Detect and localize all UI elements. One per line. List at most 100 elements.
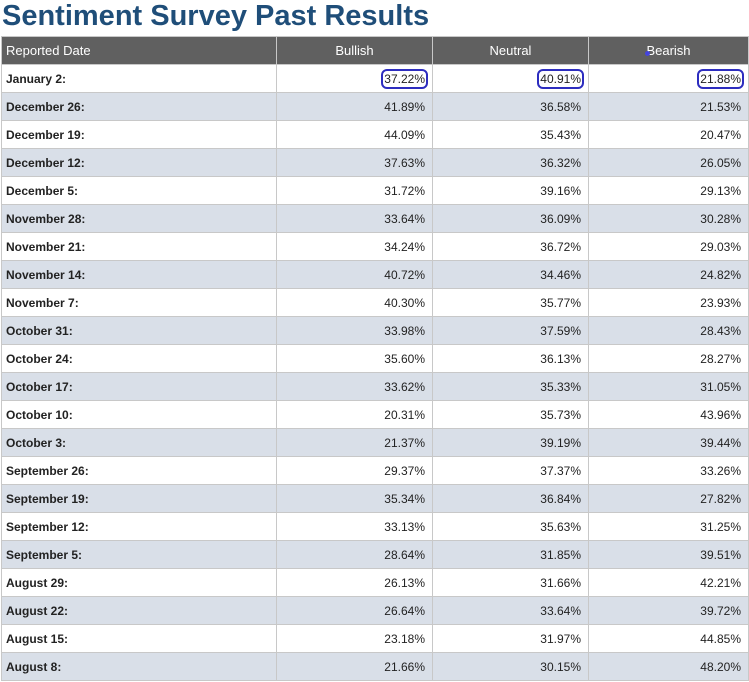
cell-bearish: 44.85% [588,624,749,653]
value-bearish: 29.03% [700,239,741,254]
sentiment-results-table: Reported Date Bullish Neutral Bearish Ja… [1,36,749,681]
value-bullish: 33.64% [384,211,425,226]
value-neutral: 33.64% [540,603,581,618]
table-row: September 12: 33.13% 35.63% 31.25% [1,512,749,541]
cell-bearish: 28.43% [588,316,749,345]
value-neutral: 35.33% [540,379,581,394]
row-reported-date: January 2: [1,64,277,93]
table-row: September 19: 35.34% 36.84% 27.82% [1,484,749,513]
cell-bearish: 42.21% [588,568,749,597]
cell-bearish: 30.28% [588,204,749,233]
row-reported-date: September 26: [1,456,277,485]
value-bearish: 44.85% [700,631,741,646]
table-row: October 31: 33.98% 37.59% 28.43% [1,316,749,345]
cell-neutral: 35.73% [432,400,589,429]
cell-neutral: 39.16% [432,176,589,205]
value-neutral: 36.32% [540,155,581,170]
row-reported-date: October 24: [1,344,277,373]
cell-bearish: 48.20% [588,652,749,681]
table-row: August 29: 26.13% 31.66% 42.21% [1,568,749,597]
value-bearish: 39.72% [700,603,741,618]
value-neutral: 31.85% [540,547,581,562]
value-bearish: 31.25% [700,519,741,534]
value-neutral: 40.91% [537,68,584,89]
value-bearish: 30.28% [700,211,741,226]
cell-neutral: 37.37% [432,456,589,485]
value-bullish: 35.34% [384,491,425,506]
value-bearish: 20.47% [700,127,741,142]
cell-neutral: 36.32% [432,148,589,177]
cell-neutral: 36.72% [432,232,589,261]
value-neutral: 39.19% [540,435,581,450]
cell-bullish: 40.30% [276,288,433,317]
row-reported-date: September 5: [1,540,277,569]
value-bullish: 34.24% [384,239,425,254]
row-reported-date: November 7: [1,288,277,317]
value-bearish: 31.05% [700,379,741,394]
value-neutral: 35.43% [540,127,581,142]
cell-bearish: 39.51% [588,540,749,569]
row-reported-date: October 3: [1,428,277,457]
value-bullish: 35.60% [384,351,425,366]
cell-bullish: 21.66% [276,652,433,681]
table-row: November 21: 34.24% 36.72% 29.03% [1,232,749,261]
cell-bullish: 40.72% [276,260,433,289]
value-bearish: 26.05% [700,155,741,170]
value-bullish: 28.64% [384,547,425,562]
value-neutral: 39.16% [540,183,581,198]
value-neutral: 31.97% [540,631,581,646]
value-bearish: 28.27% [700,351,741,366]
value-bullish: 23.18% [384,631,425,646]
column-header-bearish: Bearish [588,36,749,65]
table-row: August 15: 23.18% 31.97% 44.85% [1,624,749,653]
cell-bearish: 21.53% [588,92,749,121]
cell-neutral: 31.97% [432,624,589,653]
cell-bullish: 41.89% [276,92,433,121]
value-bullish: 33.62% [384,379,425,394]
cell-bearish: 26.05% [588,148,749,177]
cell-bearish: 27.82% [588,484,749,513]
value-neutral: 37.37% [540,463,581,478]
cell-bearish: 20.47% [588,120,749,149]
value-bullish: 40.30% [384,295,425,310]
cell-bullish: 26.64% [276,596,433,625]
value-bullish: 21.37% [384,435,425,450]
table-row: October 10: 20.31% 35.73% 43.96% [1,400,749,429]
table-row: December 26: 41.89% 36.58% 21.53% [1,92,749,121]
table-row: September 26: 29.37% 37.37% 33.26% [1,456,749,485]
value-bearish: 39.44% [700,435,741,450]
cell-bullish: 34.24% [276,232,433,261]
value-bearish: 29.13% [700,183,741,198]
cell-bearish: 28.27% [588,344,749,373]
table-row: December 5: 31.72% 39.16% 29.13% [1,176,749,205]
value-bearish: 27.82% [700,491,741,506]
value-neutral: 36.72% [540,239,581,254]
row-reported-date: September 19: [1,484,277,513]
mouse-cursor-icon [645,51,650,56]
table-row: November 28: 33.64% 36.09% 30.28% [1,204,749,233]
column-header-neutral: Neutral [432,36,589,65]
cell-bullish: 28.64% [276,540,433,569]
cell-neutral: 35.43% [432,120,589,149]
cell-bullish: 26.13% [276,568,433,597]
cell-bullish: 33.98% [276,316,433,345]
cell-neutral: 40.91% [432,64,589,93]
cell-neutral: 31.66% [432,568,589,597]
cell-bearish: 23.93% [588,288,749,317]
cell-neutral: 34.46% [432,260,589,289]
row-reported-date: October 17: [1,372,277,401]
row-reported-date: August 29: [1,568,277,597]
value-bullish: 37.22% [381,68,428,89]
cell-neutral: 30.15% [432,652,589,681]
cell-bearish: 24.82% [588,260,749,289]
table-header-row: Reported Date Bullish Neutral Bearish [1,36,749,65]
cell-neutral: 36.58% [432,92,589,121]
value-bullish: 41.89% [384,99,425,114]
row-reported-date: August 8: [1,652,277,681]
row-reported-date: November 21: [1,232,277,261]
value-bearish: 48.20% [700,659,741,674]
cell-bearish: 31.05% [588,372,749,401]
table-row: January 2: 37.22% 40.91% 21.88% [1,64,749,93]
page-title: Sentiment Survey Past Results [2,0,430,32]
value-bearish: 39.51% [700,547,741,562]
